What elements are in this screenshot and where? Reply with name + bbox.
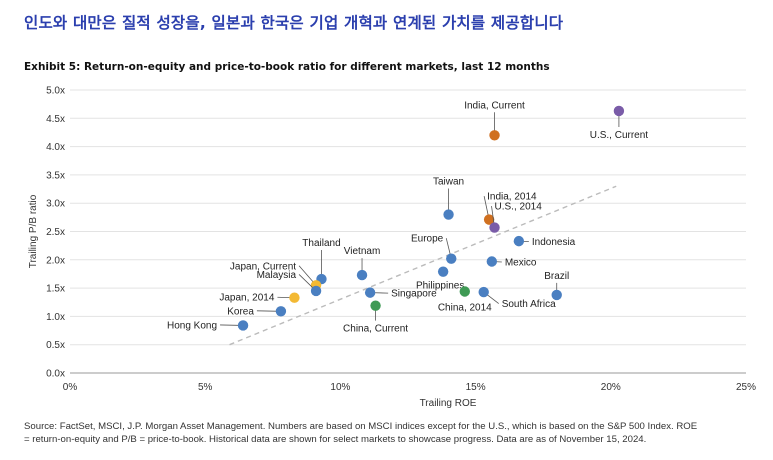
data-label: Malaysia — [257, 270, 297, 281]
y-tick-label: 4.0x — [46, 142, 65, 153]
trendline — [229, 185, 617, 346]
data-label: Brazil — [544, 271, 569, 282]
y-tick-label: 5.0x — [46, 86, 65, 97]
x-tick-label: 25% — [736, 382, 756, 393]
data-point — [237, 320, 249, 331]
data-label: China, 2014 — [438, 302, 492, 313]
data-point — [486, 256, 498, 267]
data-point — [370, 300, 381, 311]
x-tick-label: 15% — [466, 382, 486, 393]
data-label: China, Current — [343, 324, 408, 335]
data-point — [356, 269, 368, 281]
data-point — [483, 214, 495, 225]
y-tick-label: 4.5x — [46, 114, 65, 125]
headline: 인도와 대만은 질적 성장을, 일본과 한국은 기업 개혁과 연계된 가치를 제… — [24, 14, 564, 32]
data-point — [275, 306, 287, 317]
y-tick-label: 0.0x — [46, 369, 65, 380]
x-tick-label: 5% — [198, 382, 213, 393]
data-label: South Africa — [502, 299, 556, 310]
data-point — [310, 285, 322, 297]
data-point — [513, 235, 525, 247]
data-point — [459, 286, 470, 297]
data-label: Mexico — [505, 257, 537, 268]
data-label: Singapore — [391, 289, 437, 300]
data-label: Philippines — [416, 281, 464, 292]
x-tick-label: 10% — [330, 382, 350, 393]
y-axis-title: Trailing P/B ratio — [28, 194, 39, 268]
data-label: Europe — [411, 234, 444, 245]
data-point — [443, 209, 454, 220]
x-tick-label: 20% — [601, 382, 621, 393]
source-note: Source: FactSet, MSCI, J.P. Morgan Asset… — [24, 420, 759, 446]
y-tick-label: 3.0x — [46, 199, 65, 210]
data-point — [613, 105, 625, 117]
x-axis-title: Trailing ROE — [420, 398, 477, 409]
source-line-1: Source: FactSet, MSCI, J.P. Morgan Asset… — [24, 421, 698, 432]
data-point — [478, 286, 489, 298]
y-tick-label: 2.5x — [46, 227, 65, 238]
data-point — [364, 287, 376, 298]
y-tick-label: 1.0x — [46, 312, 65, 323]
data-point — [551, 289, 562, 301]
data-label: Japan, 2014 — [219, 293, 274, 304]
data-label: Hong Kong — [167, 320, 217, 331]
data-label: Korea — [227, 306, 254, 317]
data-point — [489, 130, 500, 141]
exhibit-title: Exhibit 5: Return-on-equity and price-to… — [24, 61, 550, 73]
data-label: India, Current — [464, 100, 525, 111]
y-tick-label: 0.5x — [46, 340, 65, 351]
data-label: Vietnam — [344, 246, 381, 257]
data-label: India, 2014 — [487, 192, 537, 203]
y-tick-label: 3.5x — [46, 170, 65, 181]
data-label: Thailand — [302, 238, 340, 249]
data-point — [446, 253, 457, 264]
data-point — [489, 222, 500, 233]
x-tick-label: 0% — [63, 382, 78, 393]
data-label: U.S., 2014 — [495, 202, 543, 213]
data-point — [437, 266, 449, 277]
data-label: Taiwan — [433, 177, 464, 188]
data-label: Indonesia — [532, 237, 576, 248]
data-point — [289, 292, 300, 303]
data-label: Japan, Current — [230, 261, 296, 272]
y-tick-label: 1.5x — [46, 284, 65, 295]
source-line-2: = return-on-equity and P/B = price-to-bo… — [24, 434, 647, 445]
y-tick-label: 2.0x — [46, 255, 65, 266]
data-label: U.S., Current — [590, 130, 649, 141]
